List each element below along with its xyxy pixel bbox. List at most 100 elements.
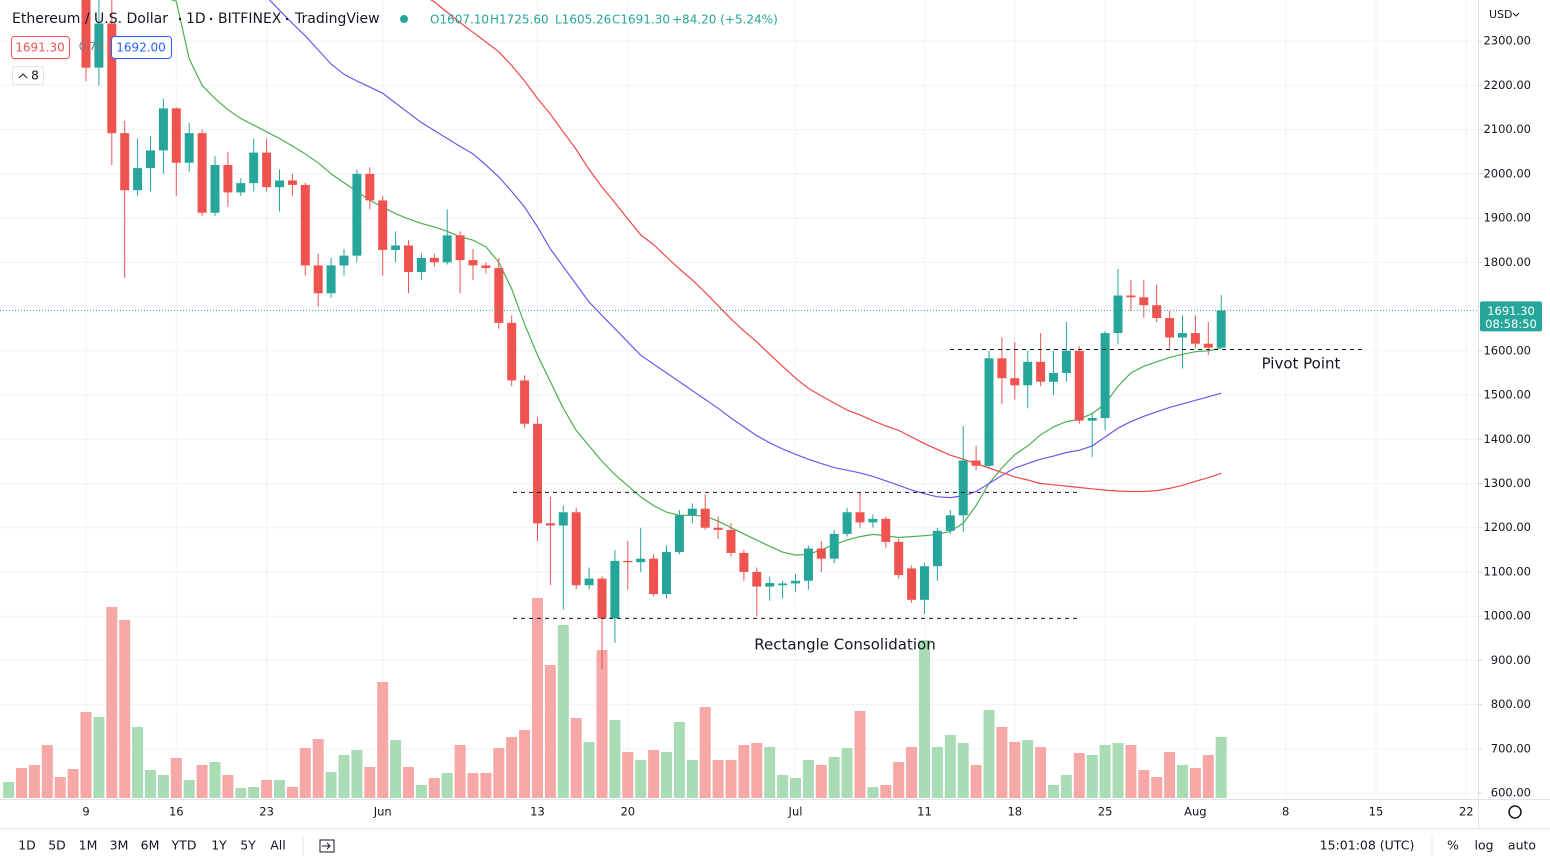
candle-body: [1216, 310, 1226, 348]
scale-button[interactable]: log: [1474, 838, 1493, 853]
volume-bar: [28, 765, 40, 798]
volume-bar: [338, 755, 350, 798]
x-tick-label: Jul: [788, 805, 803, 819]
volume-bar: [570, 718, 582, 798]
volume-bar: [1125, 745, 1137, 798]
candle-body: [1178, 333, 1187, 338]
range-button[interactable]: 3M: [110, 838, 129, 853]
candle-body: [829, 533, 839, 559]
volume-bar: [880, 785, 892, 798]
candle-body: [1010, 378, 1020, 386]
candle-body: [507, 322, 517, 381]
candle-body: [558, 512, 568, 526]
candle-body: [1074, 350, 1084, 421]
volume-bar: [196, 765, 208, 798]
x-tick-label: 16: [169, 805, 184, 819]
candle-body: [868, 518, 878, 523]
candle-body: [146, 150, 155, 169]
volume-bar: [1035, 747, 1047, 798]
volume-bar: [1215, 737, 1227, 798]
ask-box[interactable]: [111, 36, 172, 59]
candle-body: [1165, 318, 1175, 338]
volume-bar: [867, 787, 879, 798]
candle-body: [429, 257, 439, 263]
candle-body: [636, 558, 646, 563]
candle-body: [649, 558, 659, 595]
volume-bar: [377, 682, 389, 798]
range-button[interactable]: 6M: [141, 838, 160, 853]
volume-bar: [351, 750, 363, 798]
candle-body: [700, 508, 710, 528]
volume-bar: [1060, 775, 1072, 798]
range-button[interactable]: 5D: [48, 838, 66, 853]
candle-body: [1113, 295, 1123, 334]
range-button[interactable]: YTD: [171, 838, 197, 853]
candle-body: [468, 260, 478, 266]
moving-average-line: [268, 0, 1222, 499]
candle-body: [545, 523, 555, 526]
x-tick-label: 9: [82, 805, 89, 819]
ohlc-value: C1691.30: [612, 13, 670, 27]
y-tick-label: 800.00: [1491, 697, 1531, 711]
x-tick-label: 8: [1282, 805, 1289, 819]
volume-bar: [16, 768, 27, 798]
y-tick-label: 1400.00: [1483, 432, 1531, 446]
volume-bar: [170, 758, 182, 798]
candle-body: [855, 512, 865, 523]
candle-body: [997, 358, 1007, 379]
range-button[interactable]: 1Y: [211, 838, 227, 853]
last-price-label: 1691.30: [1487, 304, 1535, 318]
separator-dot: [178, 17, 182, 21]
settings-icon[interactable]: [1508, 805, 1522, 819]
volume-bar: [209, 762, 221, 798]
separator-dot: [209, 17, 213, 21]
indicators-chevron: [18, 73, 28, 79]
currency[interactable]: USD: [1489, 8, 1513, 21]
volume-bar: [441, 773, 453, 798]
range-button[interactable]: All: [270, 838, 286, 853]
bid-box[interactable]: [11, 36, 70, 59]
candle-body: [1087, 418, 1097, 421]
candle-body: [791, 580, 800, 584]
volume-bar: [93, 717, 105, 798]
volume-bar: [686, 760, 698, 798]
volume-bar: [751, 743, 763, 798]
candle-body: [752, 571, 762, 587]
volume-bar: [67, 769, 79, 798]
clock: 15:01:08 (UTC): [1320, 838, 1415, 853]
volume-bar: [583, 742, 595, 798]
volume-bar: [1164, 752, 1176, 798]
date-range-icon[interactable]: [319, 839, 335, 853]
volume-bar: [957, 743, 969, 798]
scale-button[interactable]: %: [1447, 838, 1459, 853]
candle-body: [404, 245, 413, 273]
candle-body: [597, 578, 607, 619]
range-button[interactable]: 1D: [18, 838, 36, 853]
candle-body: [739, 552, 749, 572]
scale-button[interactable]: auto: [1508, 838, 1536, 853]
x-tick-label: 18: [1007, 805, 1022, 819]
status-dot: [400, 15, 408, 23]
volume-bar: [286, 787, 298, 798]
range-button[interactable]: 5Y: [240, 838, 256, 853]
volume-bar: [970, 765, 982, 798]
bid-price: 1691.30: [15, 41, 65, 55]
indicators-toggle[interactable]: [12, 66, 44, 85]
volume-bar: [106, 607, 118, 798]
candle-body: [726, 529, 736, 553]
range-button[interactable]: 1M: [79, 838, 98, 853]
volume-bar: [596, 650, 608, 798]
volume-bar: [699, 707, 711, 798]
candle-body: [584, 578, 594, 586]
y-tick-label: 2100.00: [1483, 122, 1531, 136]
candle-body: [365, 173, 375, 201]
y-tick-label: 1300.00: [1483, 476, 1531, 490]
candle-body: [881, 518, 891, 542]
volume-bar: [931, 747, 943, 798]
candle-body: [765, 583, 775, 587]
volume-bar: [312, 739, 324, 798]
candle-body: [623, 560, 633, 563]
candle-body: [1049, 372, 1058, 382]
